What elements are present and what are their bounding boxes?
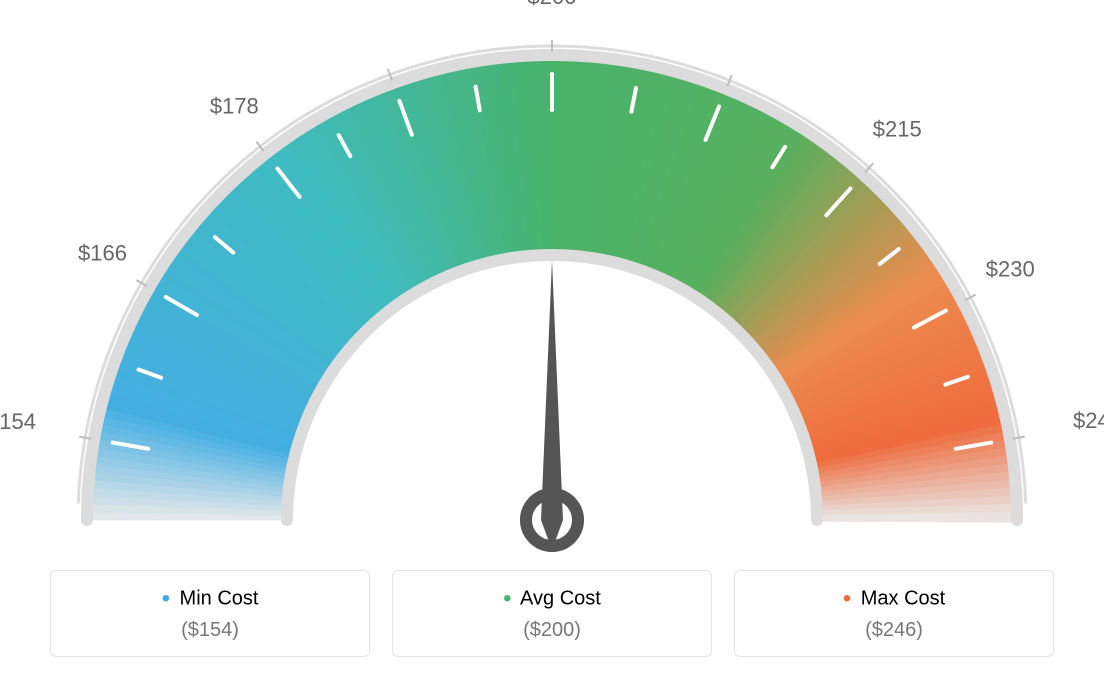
tick-label: $215 [873,117,922,142]
legend-value-avg: ($200) [393,619,711,642]
gauge-svg: $154 $166 $178 $200 $215 $230 $246 [0,0,1104,560]
dot-min-icon: • [162,585,170,612]
legend-value-max: ($246) [735,619,1053,642]
legend-card-avg: • Avg Cost ($200) [392,570,712,657]
tick-label: $200 [528,0,577,9]
legend-title-max: • Max Cost [735,585,1053,613]
legend-label-max: Max Cost [861,587,945,609]
tick-label: $230 [986,256,1035,281]
gauge-needle [541,260,563,550]
legend-title-avg: • Avg Cost [393,585,711,613]
legend-title-min: • Min Cost [51,585,369,613]
tick-label: $166 [78,241,127,266]
legend-label-avg: Avg Cost [520,587,601,609]
legend-row: • Min Cost ($154) • Avg Cost ($200) • Ma… [0,570,1104,657]
legend-value-min: ($154) [51,619,369,642]
legend-card-min: • Min Cost ($154) [50,570,370,657]
dot-max-icon: • [843,585,851,612]
gauge-chart: $154 $166 $178 $200 $215 $230 $246 [0,0,1104,560]
tick-label: $178 [210,93,259,118]
legend-card-max: • Max Cost ($246) [734,570,1054,657]
tick-label: $154 [0,409,36,434]
legend-label-min: Min Cost [180,587,259,609]
tick-label: $246 [1073,408,1104,433]
dot-avg-icon: • [503,585,511,612]
